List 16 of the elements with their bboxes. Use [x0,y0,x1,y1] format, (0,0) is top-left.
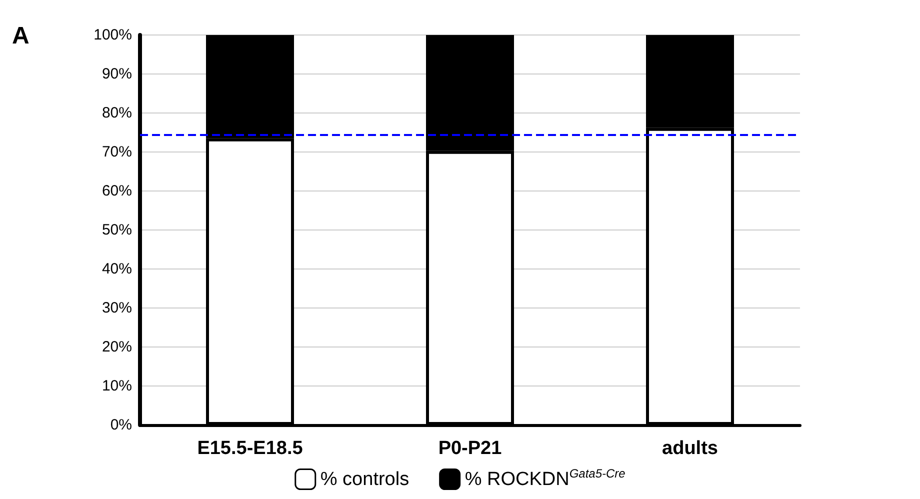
y-tick-label: 50% [102,222,132,238]
y-tick-label: 30% [102,300,132,316]
x-tick-label: E15.5-E18.5 [197,438,304,459]
y-tick-label: 20% [102,338,132,356]
y-tick-label: 70% [102,144,132,160]
y-tick-label: 60% [102,182,132,200]
y-tick-label: 0% [110,416,132,434]
y-tick-label: 10% [102,378,132,394]
text: A [12,22,30,50]
y-tick-label: 100% [94,26,132,44]
legend-label: % controls [320,468,410,490]
y-tick-label: 40% [102,260,132,278]
y-tick-label: 80% [102,104,132,122]
x-tick-label: P0-P21 [438,438,502,459]
y-tick-label: 90% [102,66,132,82]
x-tick-label: adults [662,438,718,459]
